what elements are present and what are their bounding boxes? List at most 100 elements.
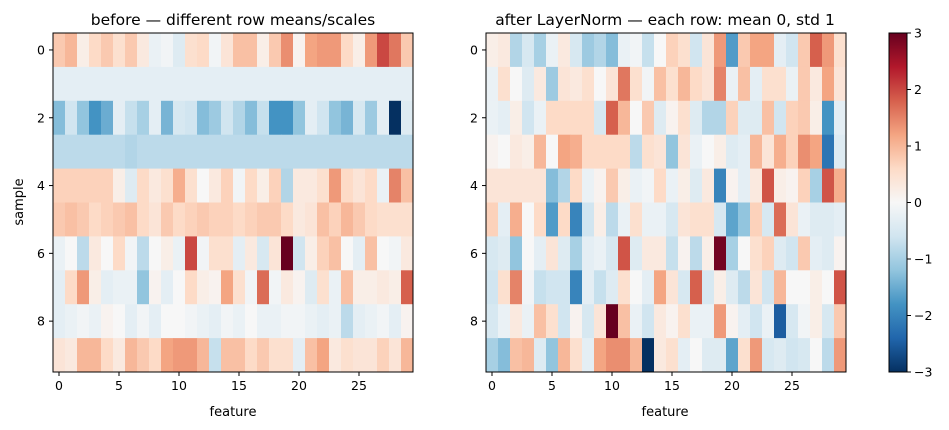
heatmap-cell — [77, 338, 90, 373]
heatmap-cell — [726, 236, 739, 271]
heatmap-cell — [546, 134, 559, 169]
heatmap-cell — [89, 236, 102, 271]
heatmap-cell — [750, 134, 763, 169]
heatmap-cell — [570, 100, 583, 136]
heatmap-cell — [678, 304, 691, 339]
heatmap-cell — [185, 168, 198, 203]
y-tick-label: 0 — [37, 42, 45, 57]
heatmap-cell — [774, 236, 787, 271]
y-tick-label: 0 — [470, 42, 478, 57]
heatmap-cell — [726, 338, 739, 373]
heatmap-cell — [53, 134, 66, 169]
heatmap-cell — [558, 100, 571, 136]
heatmap-cell — [642, 270, 655, 305]
heatmap-cell — [317, 66, 330, 102]
y-tick-label: 2 — [470, 110, 478, 125]
heatmap-cell — [786, 134, 799, 169]
heatmap-cell — [666, 270, 679, 305]
heatmap-cell — [558, 236, 571, 271]
heatmap-cell — [101, 338, 114, 373]
heatmap-cell — [582, 304, 595, 339]
heatmap-cell — [89, 33, 102, 68]
heatmap-cell — [65, 33, 78, 68]
heatmap-cell — [714, 168, 727, 203]
heatmap-cell — [137, 270, 150, 305]
heatmap-cell — [630, 338, 643, 373]
heatmap-cell — [77, 236, 90, 271]
heatmap-cell — [293, 134, 306, 169]
heatmap-cell — [89, 168, 102, 203]
heatmap-cell — [161, 202, 174, 237]
heatmap-cell — [113, 202, 126, 237]
heatmap-cell — [762, 168, 775, 203]
heatmap-cell — [281, 236, 294, 271]
heatmap-cell — [690, 270, 703, 305]
heatmap-cell — [606, 270, 619, 305]
heatmap-cell — [65, 100, 78, 136]
heatmap-cell — [522, 33, 535, 68]
y-tick-label: 6 — [470, 246, 478, 261]
heatmap-cell — [233, 100, 246, 136]
heatmap-cell — [365, 270, 378, 305]
heatmap-cell — [245, 168, 258, 203]
heatmap-cell — [389, 338, 402, 373]
heatmap-cell — [281, 168, 294, 203]
heatmap-cell — [762, 270, 775, 305]
heatmap-cell — [750, 33, 763, 68]
heatmap-cell — [834, 236, 847, 271]
heatmap-cell — [534, 134, 547, 169]
heatmap-cell — [738, 338, 751, 373]
heatmap-cell — [341, 236, 354, 271]
heatmap-cell — [113, 236, 126, 271]
heatmap-cell — [618, 33, 631, 68]
heatmap-cell — [185, 202, 198, 237]
heatmap-cell — [101, 33, 114, 68]
heatmap-cell — [522, 134, 535, 169]
heatmap-cell — [233, 202, 246, 237]
heatmap-cell — [822, 236, 835, 271]
heatmap-cell — [834, 304, 847, 339]
heatmap-cell — [702, 66, 715, 102]
heatmap-cell — [125, 168, 138, 203]
heatmap-cell — [401, 33, 414, 68]
heatmap-cell — [233, 134, 246, 169]
heatmap-cell — [570, 33, 583, 68]
heatmap-cell — [774, 33, 787, 68]
heatmap-cell — [377, 66, 390, 102]
heatmap-cell — [149, 168, 162, 203]
colorbar-gradient — [888, 32, 908, 373]
heatmap-cell — [377, 236, 390, 271]
heatmap-cell — [498, 33, 511, 68]
heatmap-cell — [570, 134, 583, 169]
heatmap-cell — [522, 100, 535, 136]
y-tick-label: 2 — [37, 110, 45, 125]
heatmap-cell — [558, 202, 571, 237]
heatmap-cell — [269, 202, 282, 237]
heatmap-cell — [401, 338, 414, 373]
heatmap-cell — [486, 304, 499, 339]
heatmap-cell — [486, 168, 499, 203]
heatmap-cell — [822, 168, 835, 203]
heatmap-cell — [510, 168, 523, 203]
heatmap-cell — [690, 66, 703, 102]
heatmap-cell — [702, 168, 715, 203]
heatmap-cell — [546, 33, 559, 68]
heatmap-cell — [353, 100, 366, 136]
heatmap-cell — [690, 304, 703, 339]
heatmap-cell — [774, 304, 787, 339]
heatmap-cell — [233, 338, 246, 373]
heatmap-cell — [690, 100, 703, 136]
heatmap-cell — [317, 168, 330, 203]
heatmap-cell — [245, 236, 258, 271]
heatmap-cell — [89, 134, 102, 169]
heatmap-cell — [558, 338, 571, 373]
heatmap-cell — [738, 202, 751, 237]
heatmap-cell — [666, 304, 679, 339]
heatmap-cell — [233, 304, 246, 339]
heatmap-cell — [401, 270, 414, 305]
heatmap-cell — [53, 168, 66, 203]
heatmap-cell — [726, 202, 739, 237]
heatmap-cell — [281, 66, 294, 102]
heatmap-cell — [678, 202, 691, 237]
heatmap-cell — [822, 134, 835, 169]
